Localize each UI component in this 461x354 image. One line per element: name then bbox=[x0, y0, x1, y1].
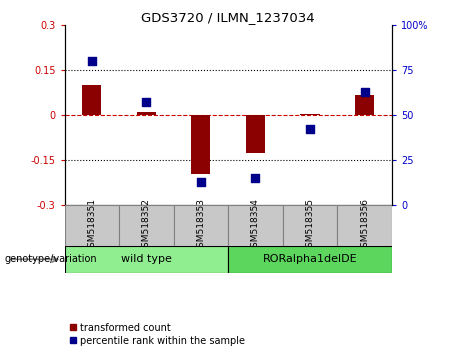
Bar bbox=[65, 246, 228, 273]
Text: genotype/variation: genotype/variation bbox=[5, 254, 97, 264]
Bar bbox=[65, 205, 119, 246]
Bar bbox=[191, 115, 211, 174]
Point bbox=[252, 176, 259, 181]
Bar bbox=[228, 246, 392, 273]
Point bbox=[197, 179, 205, 185]
Bar bbox=[228, 205, 283, 246]
Bar bbox=[355, 96, 374, 115]
Text: GSM518351: GSM518351 bbox=[87, 198, 96, 253]
Bar bbox=[119, 205, 174, 246]
Text: GSM518356: GSM518356 bbox=[360, 198, 369, 253]
Text: wild type: wild type bbox=[121, 254, 172, 264]
Text: GSM518352: GSM518352 bbox=[142, 198, 151, 253]
Bar bbox=[283, 205, 337, 246]
Legend: transformed count, percentile rank within the sample: transformed count, percentile rank withi… bbox=[70, 323, 245, 346]
Bar bbox=[174, 205, 228, 246]
Point bbox=[361, 89, 368, 95]
Bar bbox=[337, 205, 392, 246]
Text: GSM518355: GSM518355 bbox=[306, 198, 314, 253]
Text: RORalpha1delDE: RORalpha1delDE bbox=[263, 254, 357, 264]
Point bbox=[306, 127, 313, 132]
Point bbox=[88, 58, 95, 64]
Text: GSM518354: GSM518354 bbox=[251, 198, 260, 253]
Bar bbox=[246, 115, 265, 153]
Text: GSM518353: GSM518353 bbox=[196, 198, 206, 253]
Bar bbox=[137, 112, 156, 115]
Title: GDS3720 / ILMN_1237034: GDS3720 / ILMN_1237034 bbox=[142, 11, 315, 24]
Point bbox=[142, 99, 150, 105]
Bar bbox=[301, 114, 319, 115]
Bar bbox=[82, 85, 101, 115]
